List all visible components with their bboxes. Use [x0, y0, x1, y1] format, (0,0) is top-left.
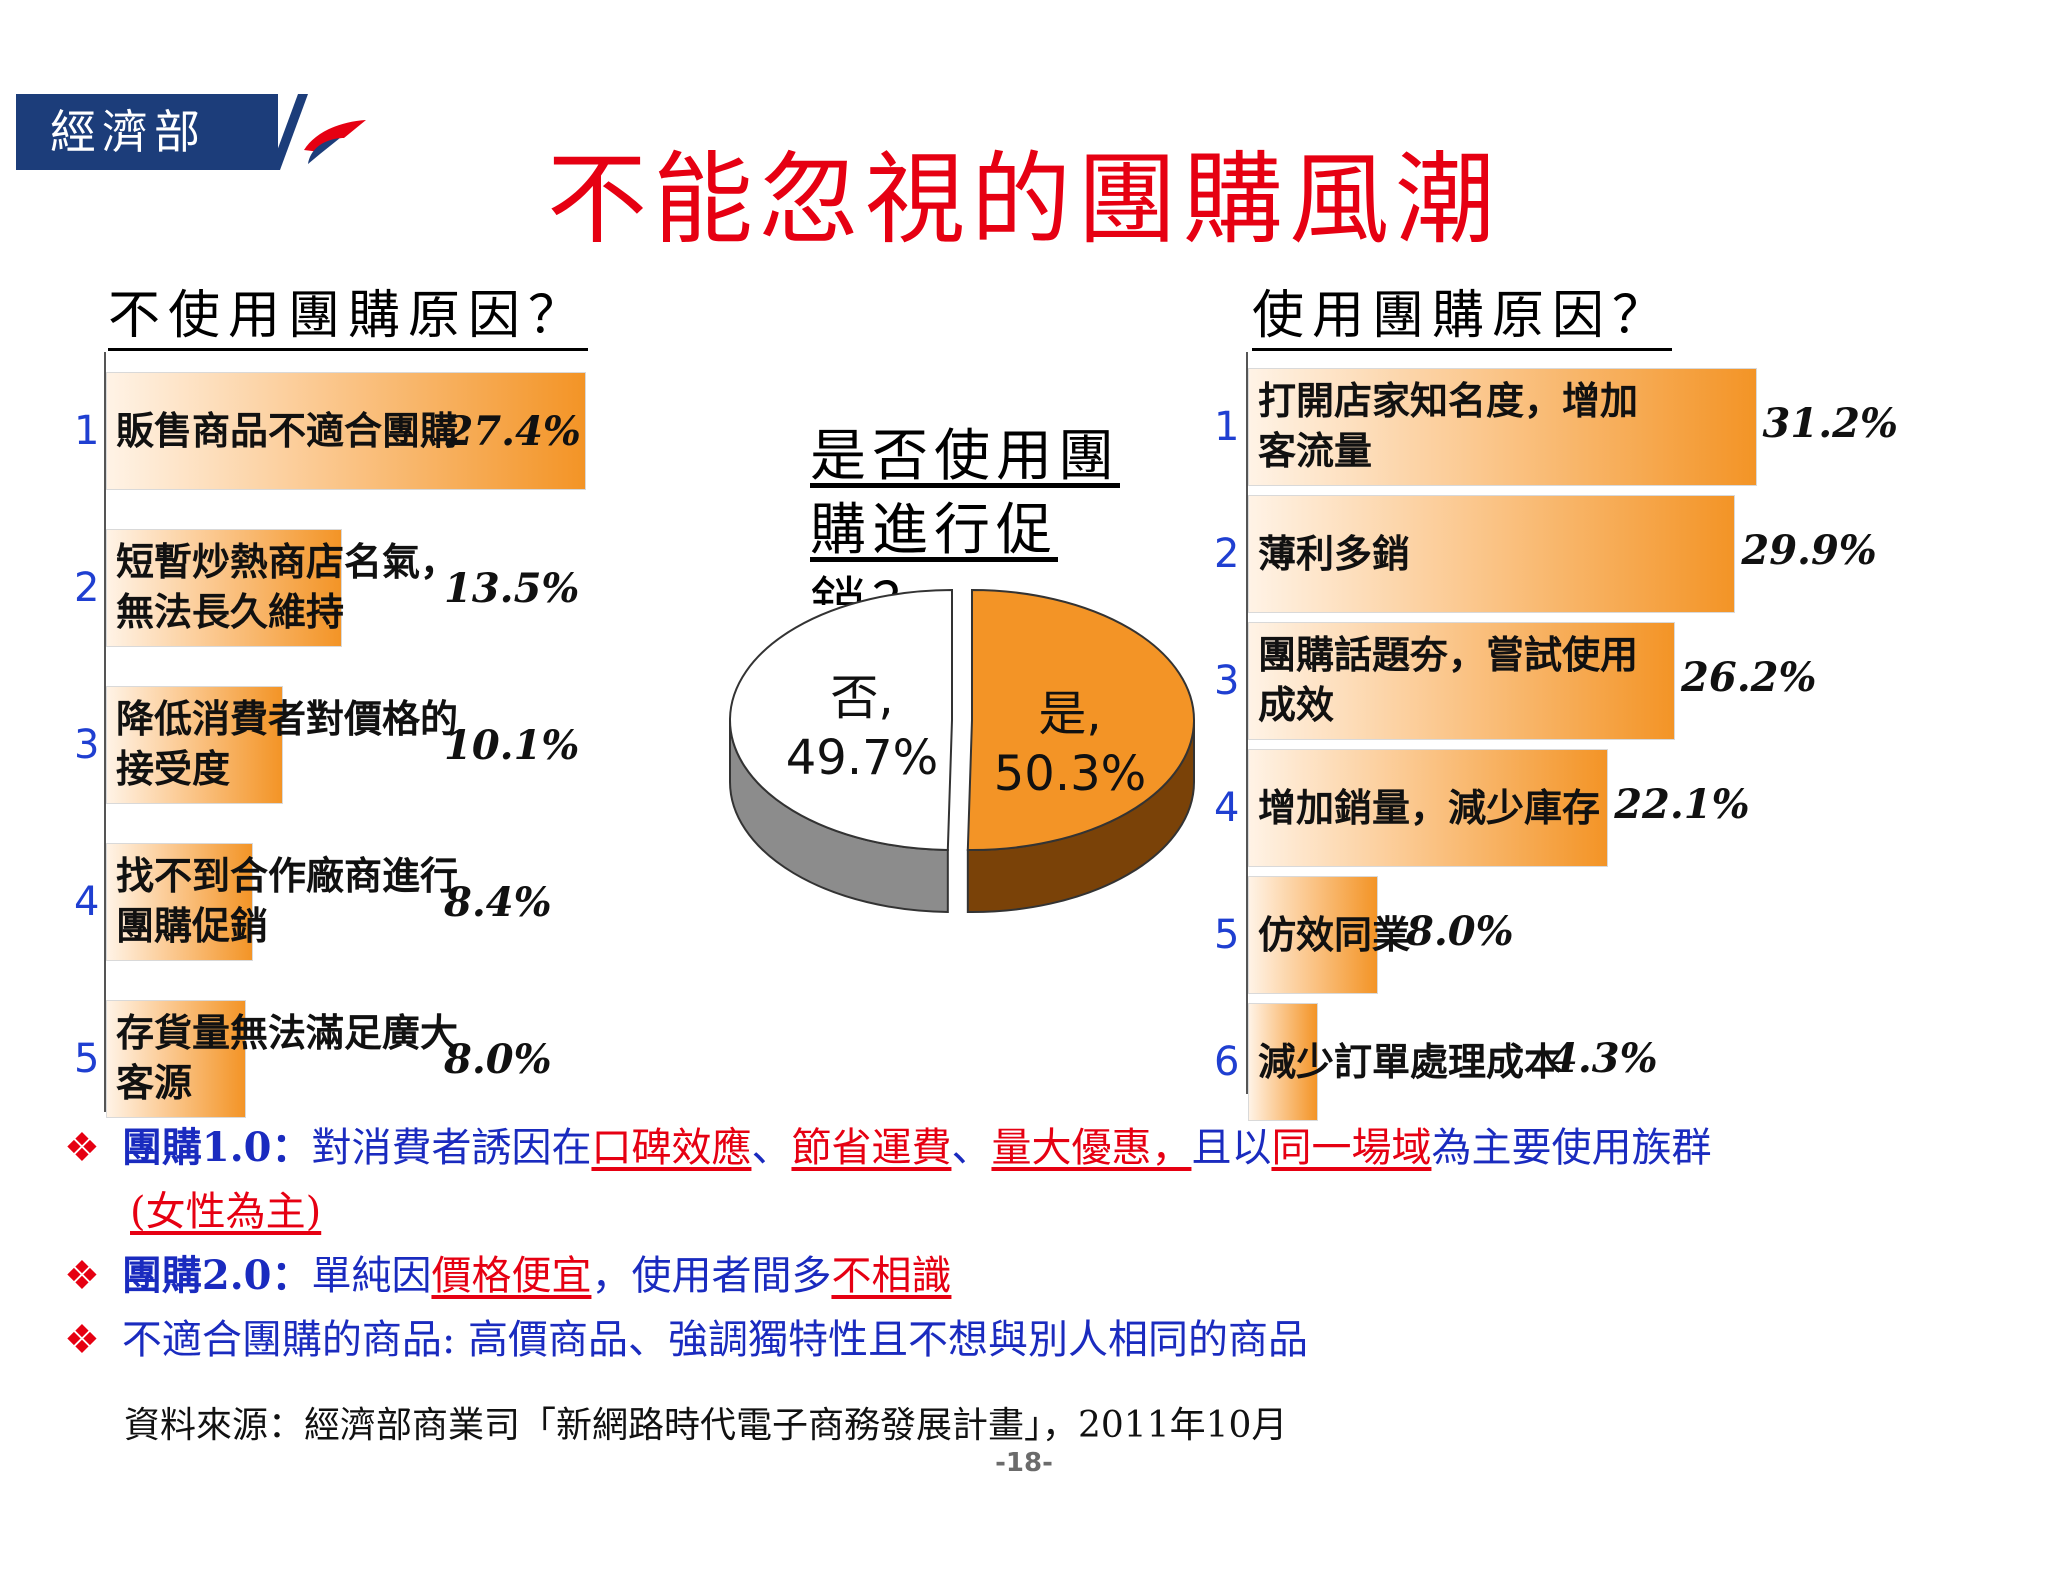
diamond-bullet-icon: ❖	[64, 1125, 100, 1171]
pie-question: 是否使用團 購進行促 銷？	[810, 420, 1130, 605]
left-bar-2	[106, 529, 343, 647]
left-value-label: 27.4%	[445, 408, 581, 455]
left-rank-2: 2	[74, 565, 100, 611]
pie-slice-yes	[966, 588, 1195, 851]
pie-chart	[729, 588, 1195, 913]
right-bar-6	[1248, 1003, 1319, 1121]
bullet2-u2: 不相識	[831, 1253, 952, 1299]
bullet1-head: 團購1.0：	[121, 1124, 312, 1171]
org-logo: 經濟部	[16, 94, 278, 170]
left-category-label: 販售商品不適合團購	[116, 409, 459, 453]
diamond-bullet-icon: ❖	[64, 1317, 100, 1363]
ministry-logo-icon	[270, 94, 366, 170]
right-value-label: 26.2%	[1681, 654, 1817, 701]
left-axis	[104, 352, 106, 1112]
bullet1-u3: 量大優惠，	[991, 1125, 1192, 1171]
bullet1-text1: 對消費者誘因在	[311, 1125, 592, 1171]
left-value-label: 13.5%	[444, 565, 580, 612]
right-rank-6: 6	[1214, 1039, 1240, 1085]
right-chart-heading: 使用團購原因？	[1252, 284, 1673, 351]
pie-no-value: 49.7%	[785, 730, 939, 786]
bullet1-s2: 、	[951, 1125, 992, 1171]
bullet1-u5: (女性為主)	[130, 1189, 322, 1235]
right-category-label: 團購話題夯，嘗試使用 成效	[1258, 633, 1639, 727]
left-category-label: 找不到合作廠商進行 團購促銷	[116, 854, 459, 948]
left-bar-1	[106, 372, 586, 490]
pie-slice-no	[729, 588, 953, 851]
right-value-label: 22.1%	[1614, 781, 1750, 828]
right-rank-3: 3	[1214, 658, 1240, 704]
left-value-label: 8.0%	[444, 1036, 552, 1083]
right-bar-3	[1248, 622, 1676, 740]
right-axis	[1246, 352, 1248, 1094]
bullet1-u1: 口碑效應	[591, 1125, 752, 1171]
right-bar-4	[1248, 749, 1609, 867]
right-bar-5	[1248, 876, 1379, 994]
left-rank-5: 5	[74, 1036, 100, 1082]
bullet-groupbuy-1: ❖ 團購1.0：對消費者誘因在口碑效應、節省運費、量大優惠，且以同一場域為主要使用…	[64, 1120, 1711, 1176]
bullet2-text1: 單純因	[311, 1253, 432, 1299]
left-value-label: 8.4%	[444, 879, 552, 926]
bullet1-u4: 同一場域	[1271, 1125, 1432, 1171]
bullet2-text2: ，使用者間多	[591, 1253, 832, 1299]
page-number: -18-	[995, 1448, 1053, 1478]
left-value-label: 10.1%	[444, 722, 580, 769]
right-rank-4: 4	[1214, 785, 1240, 831]
left-chart-heading: 不使用團購原因？	[108, 284, 589, 351]
left-category-label: 存貨量無法滿足廣大 客源	[116, 1011, 459, 1105]
right-value-label: 4.3%	[1550, 1035, 1658, 1082]
page-title: 不能忽視的團購風潮	[547, 141, 1501, 258]
left-bar-4	[106, 843, 253, 961]
bullet1-s1: 、	[751, 1125, 792, 1171]
left-rank-4: 4	[74, 879, 100, 925]
right-value-label: 8.0%	[1406, 908, 1514, 955]
pie-label-yes: 是, 50.3%	[960, 684, 1180, 804]
bullet-groupbuy-2: ❖ 團購2.0：單純因價格便宜，使用者間多不相識	[64, 1248, 951, 1304]
right-category-label: 增加銷量，減少庫存	[1258, 786, 1601, 830]
right-rank-2: 2	[1214, 531, 1240, 577]
diamond-bullet-icon: ❖	[64, 1253, 100, 1299]
left-category-label: 降低消費者對價格的 接受度	[116, 697, 459, 791]
right-category-label: 打開店家知名度，增加 客流量	[1258, 379, 1639, 473]
pie-question-line2: 購進行促	[810, 498, 1058, 563]
pie-yes-label: 是,	[1038, 686, 1102, 742]
left-rank-3: 3	[74, 722, 100, 768]
left-category-label: 短暫炒熱商店名氣， 無法長久維持	[116, 540, 459, 634]
left-bar-5	[106, 1000, 246, 1118]
right-value-label: 31.2%	[1762, 400, 1898, 447]
pie-label-no: 否, 49.7%	[752, 668, 972, 788]
bullet-unsuitable: ❖ 不適合團購的商品: 高價商品、強調獨特性且不想與別人相同的商品	[64, 1312, 1308, 1368]
right-value-label: 29.9%	[1741, 527, 1877, 574]
right-bar-1	[1248, 368, 1757, 486]
bullet2-u1: 價格便宜	[431, 1253, 592, 1299]
pie-yes-value: 50.3%	[993, 746, 1147, 802]
bullet3-text: 不適合團購的商品: 高價商品、強調獨特性且不想與別人相同的商品	[121, 1317, 1309, 1363]
bullet1-u2: 節省運費	[791, 1125, 952, 1171]
right-category-label: 減少訂單處理成本	[1258, 1040, 1563, 1084]
bullet-groupbuy-1-cont: (女性為主)	[130, 1184, 321, 1240]
pie-question-line1: 是否使用團	[810, 424, 1120, 489]
right-category-label: 仿效同業	[1258, 913, 1411, 957]
right-category-label: 薄利多銷	[1258, 532, 1411, 576]
source-note: 資料來源：經濟部商業司「新網路時代電子商務發展計畫」，2011年10月	[124, 1405, 1288, 1446]
pie-no-label: 否,	[830, 670, 894, 726]
left-rank-1: 1	[74, 408, 100, 454]
right-rank-5: 5	[1214, 912, 1240, 958]
right-bar-2	[1248, 495, 1736, 613]
bullet1-text3: 為主要使用族群	[1431, 1125, 1712, 1171]
bullet2-head: 團購2.0：	[121, 1252, 312, 1299]
bullet1-text2: 且以	[1191, 1125, 1272, 1171]
left-bar-3	[106, 686, 283, 804]
right-rank-1: 1	[1214, 404, 1240, 450]
